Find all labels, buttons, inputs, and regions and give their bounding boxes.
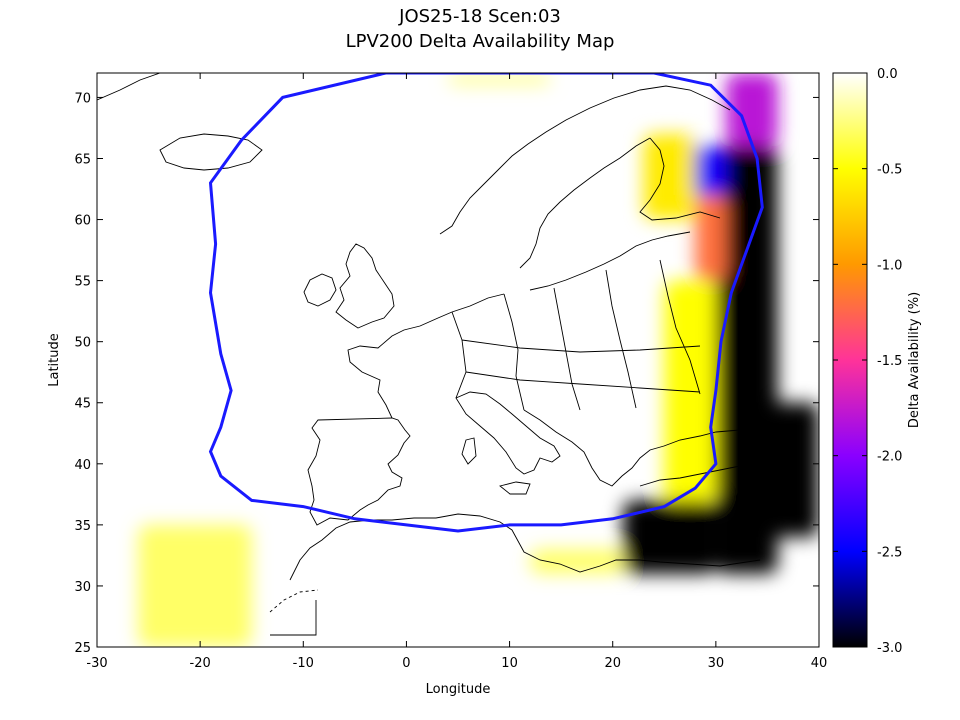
delta-region-6: [643, 134, 696, 220]
y-tick-label: 25: [74, 641, 91, 656]
coastline-north-africa: [289, 513, 761, 581]
colorbar-label: Delta Availability (%): [907, 292, 922, 428]
coastline-norway: [439, 85, 731, 235]
colorbar-tick-label: 0.0: [877, 67, 898, 82]
x-axis-ticks: -30 -20 -10 0 10 20 30 40: [86, 73, 827, 671]
colorbar-ticks: 0.0 -0.5 -1.0 -1.5 -2.0 -2.5 -3.0: [833, 67, 902, 656]
colorbar-tick-label: -0.5: [877, 163, 902, 178]
colorbar-bar: [832, 72, 868, 648]
coastline-iceland: [159, 133, 263, 171]
x-axis-label: Longitude: [426, 682, 491, 697]
x-tick-label: -30: [86, 656, 107, 671]
coastline-italy: [455, 391, 561, 475]
y-axis-ticks: 25 30 35 40 45 50 55 60 65 70: [74, 91, 819, 656]
delta-region-4: [726, 73, 778, 147]
x-tick-label: -10: [293, 656, 314, 671]
map-title: JOS25-18 Scen:03: [399, 6, 561, 27]
coastline-western-europe: [307, 417, 411, 526]
service-area-contour: [208, 73, 764, 533]
coastline-ireland: [303, 273, 337, 307]
colorbar-tick-label: -2.0: [877, 450, 902, 465]
colorbar-tick-label: -1.5: [877, 354, 902, 369]
plot-area: [97, 73, 819, 647]
x-tick-label: 30: [708, 656, 725, 671]
y-tick-label: 65: [74, 152, 91, 167]
coastline-great-britain: [335, 243, 395, 329]
delta-region-0: [623, 500, 716, 574]
y-tick-label: 60: [74, 214, 91, 229]
coastline-sardinia: [461, 437, 477, 465]
delta-region-8: [530, 549, 624, 574]
delta-region-2: [767, 402, 819, 538]
colorbar-tick-label: -1.0: [877, 258, 902, 273]
x-tick-label: -20: [190, 656, 211, 671]
coastline-baltic: [529, 231, 691, 291]
delta-region-9: [138, 524, 252, 647]
coastlines: [97, 73, 781, 636]
colorbar-tick-label: -3.0: [877, 641, 902, 656]
delta-region-1: [715, 146, 778, 574]
delta-region-7: [664, 280, 716, 501]
delta-regions: [138, 73, 819, 647]
coastline-sweden: [519, 137, 651, 269]
map-subtitle: LPV200 Delta Availability Map: [345, 31, 615, 52]
coastline-balkans: [523, 409, 741, 487]
y-tick-label: 40: [74, 458, 91, 473]
x-tick-label: 10: [501, 656, 518, 671]
y-tick-label: 30: [74, 580, 91, 595]
coastline-finland: [639, 137, 721, 221]
y-tick-label: 55: [74, 275, 91, 290]
borders-central-europe: [451, 259, 701, 411]
x-tick-label: 0: [402, 656, 410, 671]
y-tick-label: 45: [74, 397, 91, 412]
coastline-greenland: [97, 73, 161, 101]
border-sahara: [270, 600, 317, 636]
coastline-france: [347, 293, 505, 419]
delta-region-5: [695, 195, 727, 281]
x-tick-label: 20: [604, 656, 621, 671]
colorbar: 0.0 -0.5 -1.0 -1.5 -2.0 -2.5 -3.0 Delta Availa…: [832, 67, 922, 656]
delta-region-10: [447, 73, 551, 86]
colorbar-tick-label: -2.5: [877, 545, 902, 560]
y-axis-label: Latitude: [47, 333, 62, 387]
x-tick-label: 40: [811, 656, 828, 671]
coastline-sicily: [499, 481, 531, 495]
plot-frame: [96, 72, 820, 648]
y-tick-label: 35: [74, 519, 91, 534]
y-tick-label: 50: [74, 336, 91, 351]
y-tick-label: 70: [74, 91, 91, 106]
